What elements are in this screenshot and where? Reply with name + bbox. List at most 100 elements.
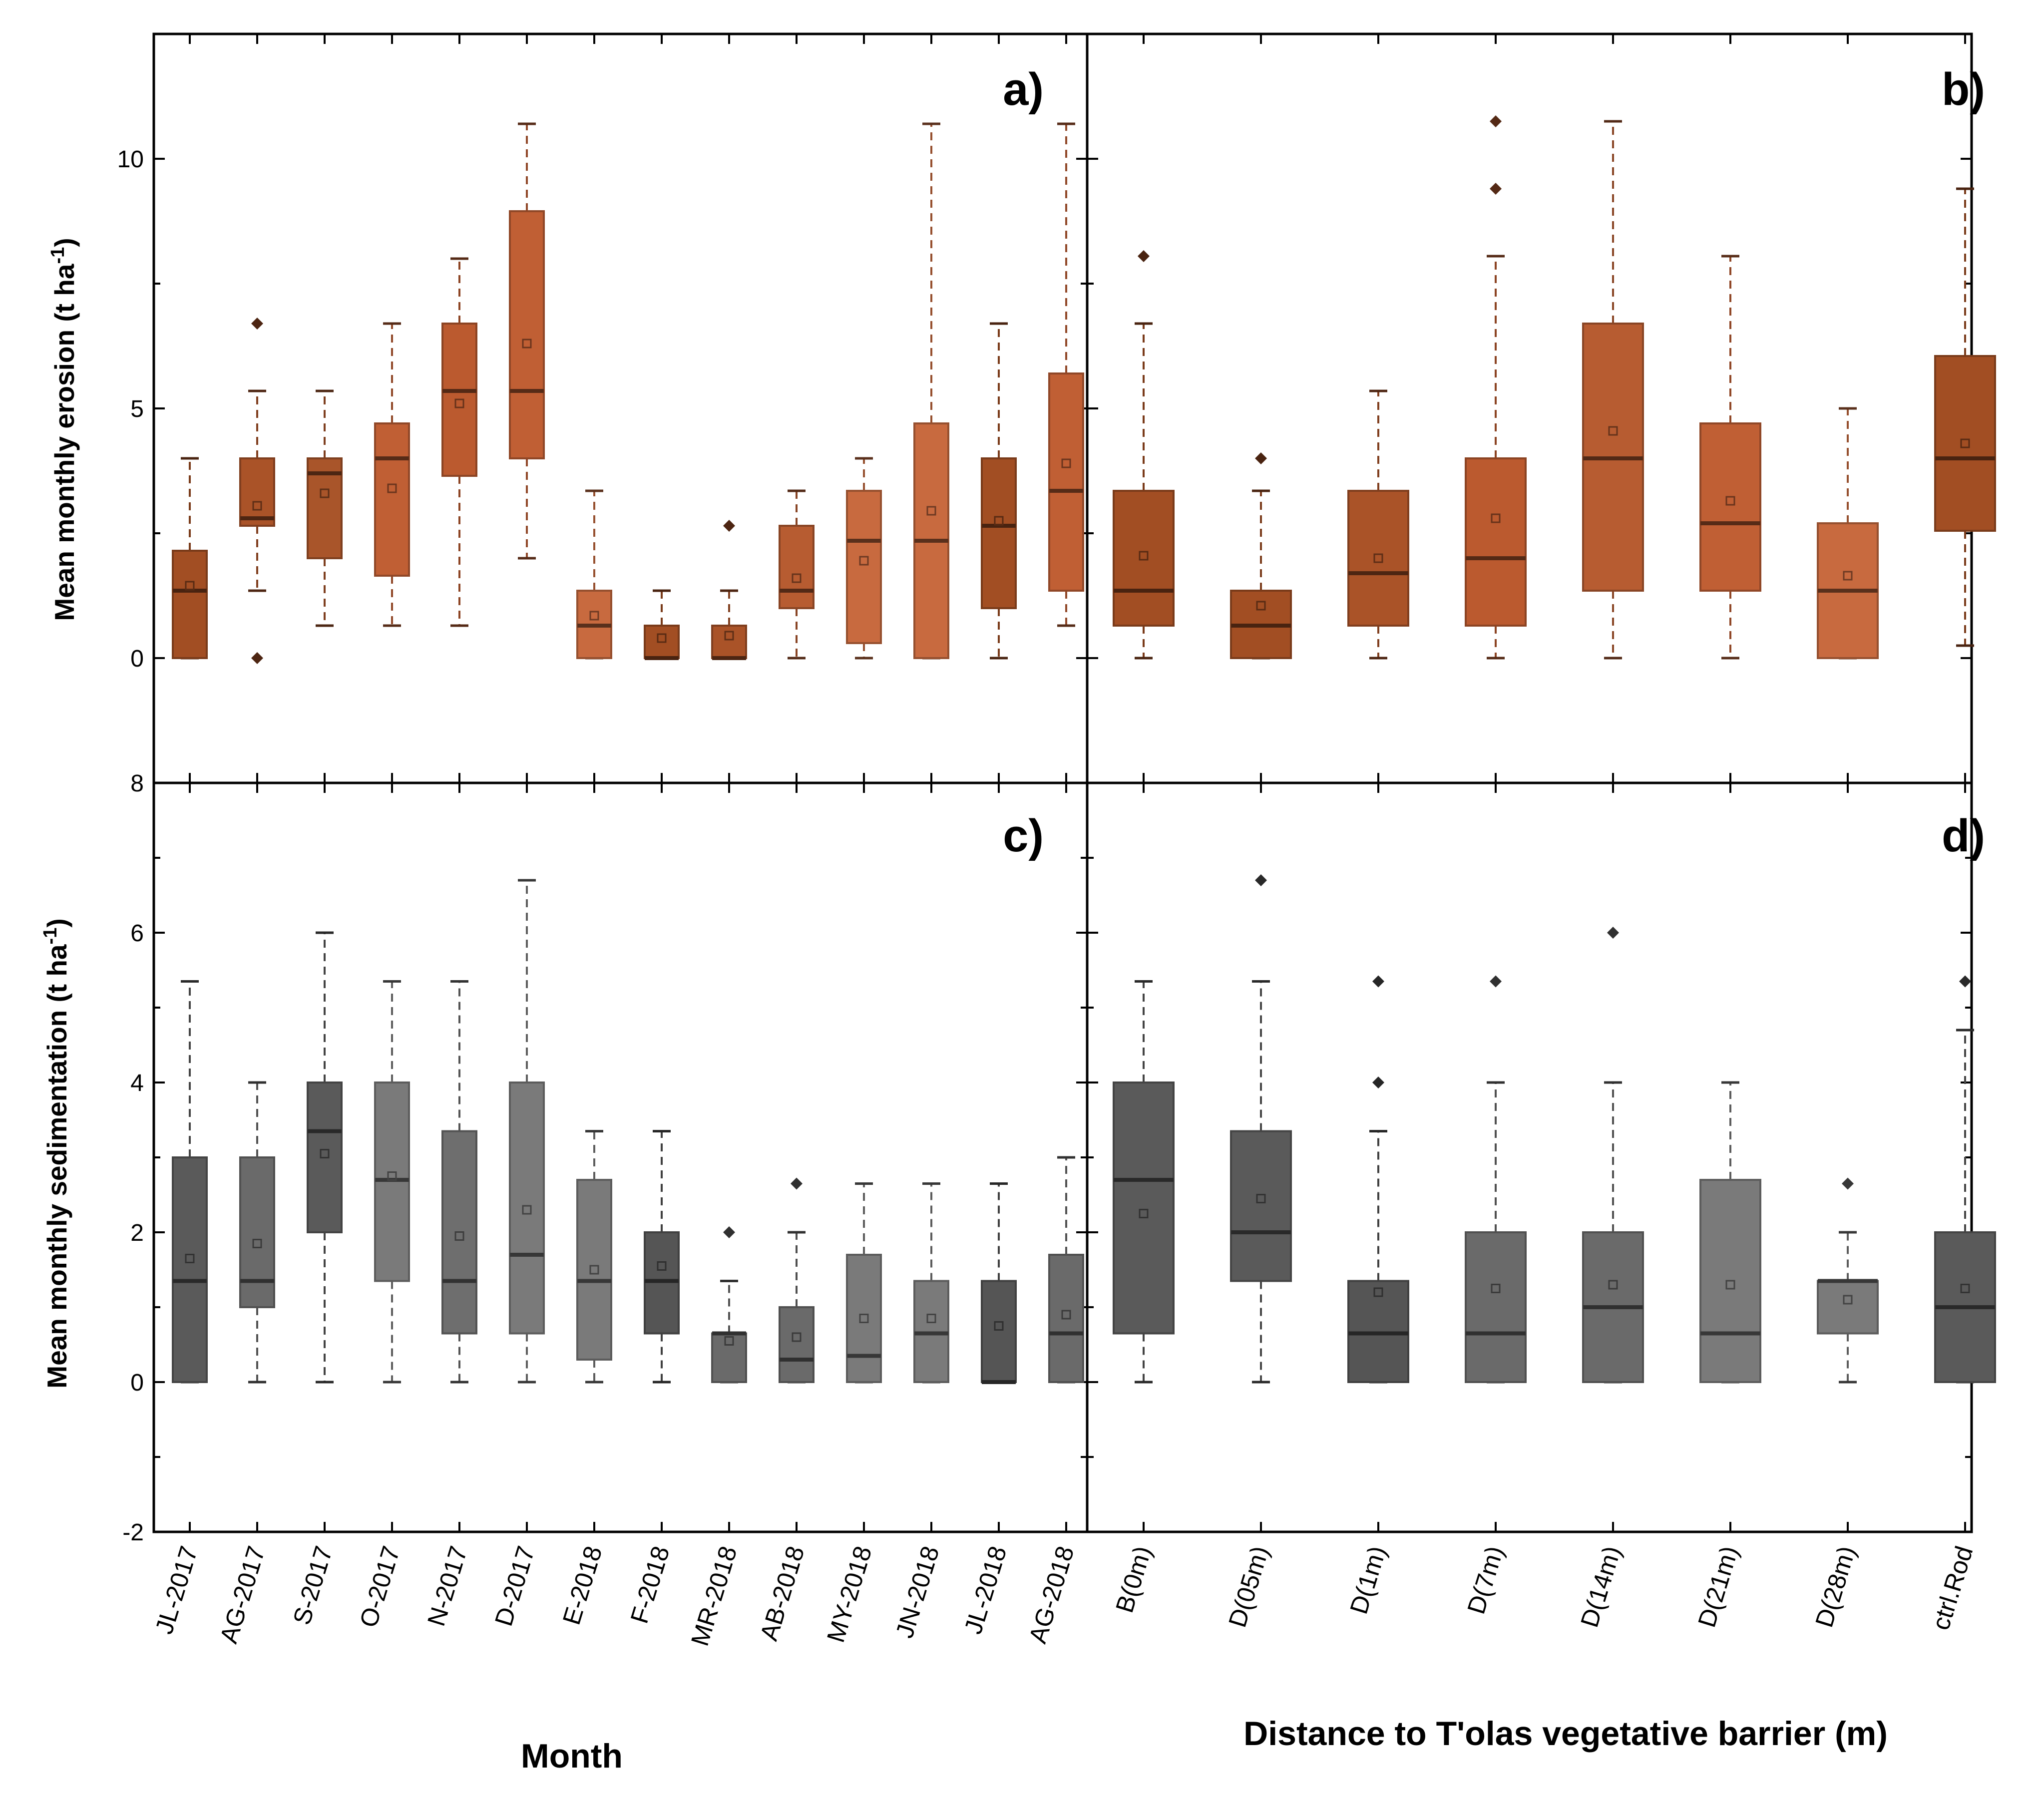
- y-tick-label: 6: [130, 920, 144, 947]
- box-body: [1113, 490, 1175, 627]
- x-tick-label: JL-2018: [959, 1543, 1012, 1637]
- outlier-point: [251, 652, 263, 664]
- mean-marker: [926, 1314, 936, 1323]
- mean-marker: [994, 516, 1004, 526]
- box-JN-2018: [913, 122, 949, 660]
- box-D(05m): [1230, 874, 1292, 1384]
- panel-label: a): [1003, 64, 1044, 115]
- box-body: [509, 1081, 545, 1335]
- mean-marker: [1491, 1284, 1501, 1293]
- box-body: [172, 550, 208, 659]
- box-S-2017: [307, 931, 343, 1384]
- x-tick-label: AG-2017: [214, 1543, 270, 1647]
- y-tick-label: 2: [130, 1220, 144, 1246]
- box-D(21m): [1699, 1081, 1761, 1384]
- box-body: [846, 1254, 882, 1383]
- box-body: [374, 422, 410, 577]
- box-B(0m): [1113, 250, 1175, 660]
- x-tick-label: E-2018: [557, 1543, 608, 1628]
- x-tick-label: D-2017: [489, 1543, 540, 1629]
- mean-marker: [859, 556, 869, 566]
- box-body: [1934, 355, 1996, 532]
- mean-marker: [589, 1265, 599, 1275]
- box-N-2017: [441, 980, 477, 1384]
- box-JL-2018: [981, 1182, 1017, 1384]
- mean-marker: [252, 1239, 262, 1248]
- box-body: [1230, 1130, 1292, 1282]
- box-S-2017: [307, 389, 343, 627]
- x-tick-label: S-2017: [288, 1543, 338, 1628]
- outlier-point: [1607, 927, 1619, 939]
- box-E-2018: [576, 489, 612, 660]
- box-body: [711, 1332, 747, 1383]
- box-D(14m): [1582, 927, 1644, 1384]
- outlier-point: [1255, 874, 1267, 886]
- mean-marker: [994, 1321, 1004, 1331]
- box-AG-2018: [1048, 122, 1084, 627]
- box-body: [172, 1156, 208, 1383]
- mean-marker: [1373, 553, 1383, 563]
- y-axis-title-erosion: Mean monthly erosion (t ha-1): [47, 238, 80, 621]
- mean-marker: [1725, 1280, 1735, 1290]
- x-tick-label: JL-2017: [150, 1543, 203, 1637]
- box-body: [846, 490, 882, 644]
- y-tick-label: 4: [130, 1070, 144, 1096]
- outlier-point: [251, 318, 263, 330]
- plot-frame: [1086, 781, 1973, 1533]
- box-ctrl.Rod: [1934, 975, 1996, 1384]
- mean-marker: [859, 1314, 869, 1323]
- outlier-point: [1490, 975, 1502, 988]
- mean-marker: [724, 631, 734, 641]
- mean-marker: [522, 1205, 532, 1215]
- x-tick-label: MY-2018: [821, 1543, 877, 1646]
- mean-marker: [1843, 1295, 1853, 1305]
- x-tick-label: B(0m): [1110, 1543, 1157, 1616]
- box-body: [1465, 1231, 1527, 1383]
- panel-label: d): [1942, 810, 1985, 861]
- y-tick-label: 5: [130, 396, 144, 422]
- box-body: [779, 525, 815, 609]
- mean-marker: [1608, 1280, 1618, 1290]
- y-tick-label: 0: [130, 1370, 144, 1396]
- y-tick-label: 0: [130, 646, 144, 672]
- mean-marker: [1139, 1209, 1149, 1218]
- mean-marker: [1373, 1287, 1383, 1297]
- mean-marker: [657, 633, 667, 643]
- mean-marker: [657, 1261, 667, 1271]
- mean-marker: [185, 581, 195, 591]
- box-ctrl.Rod: [1934, 187, 1996, 647]
- box-body: [239, 1156, 275, 1308]
- outlier-point: [1959, 975, 1971, 988]
- x-tick-label: JN-2018: [890, 1543, 945, 1641]
- x-tick-label: D(14m): [1575, 1543, 1626, 1631]
- box-body: [509, 210, 545, 459]
- outlier-point: [723, 520, 735, 532]
- x-tick-label: F-2018: [625, 1543, 675, 1627]
- x-tick-label: D(05m): [1223, 1543, 1274, 1631]
- box-AB-2018: [779, 489, 815, 660]
- box-body: [779, 1306, 815, 1383]
- outlier-point: [1490, 115, 1502, 127]
- panel-a-erosion-by-month: 0 5 10 a): [117, 32, 1089, 784]
- mean-marker: [522, 339, 532, 349]
- box-body: [1347, 490, 1409, 627]
- panel-label: b): [1942, 64, 1985, 115]
- box-body: [981, 1280, 1017, 1383]
- box-O-2017: [374, 980, 410, 1384]
- outlier-point: [1372, 1077, 1384, 1088]
- x-tick-label: MR-2018: [686, 1543, 743, 1649]
- x-tick-label: N-2017: [422, 1543, 473, 1629]
- box-D(14m): [1582, 120, 1644, 660]
- mean-marker: [387, 483, 397, 493]
- y-tick-label: 8: [130, 770, 144, 797]
- box-AG-2018: [1048, 1156, 1084, 1384]
- mean-marker: [1061, 1310, 1071, 1320]
- box-body: [711, 625, 747, 659]
- box-AG-2017: [239, 318, 275, 664]
- box-body: [1113, 1081, 1175, 1335]
- plot-frame: [152, 781, 1089, 1533]
- mean-marker: [185, 1254, 195, 1263]
- x-tick-label: O-2017: [354, 1543, 405, 1631]
- mean-marker: [320, 488, 330, 498]
